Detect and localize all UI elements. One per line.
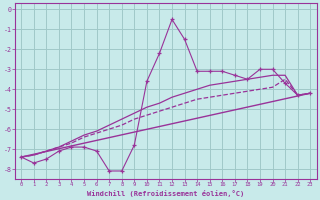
X-axis label: Windchill (Refroidissement éolien,°C): Windchill (Refroidissement éolien,°C) [87,190,244,197]
